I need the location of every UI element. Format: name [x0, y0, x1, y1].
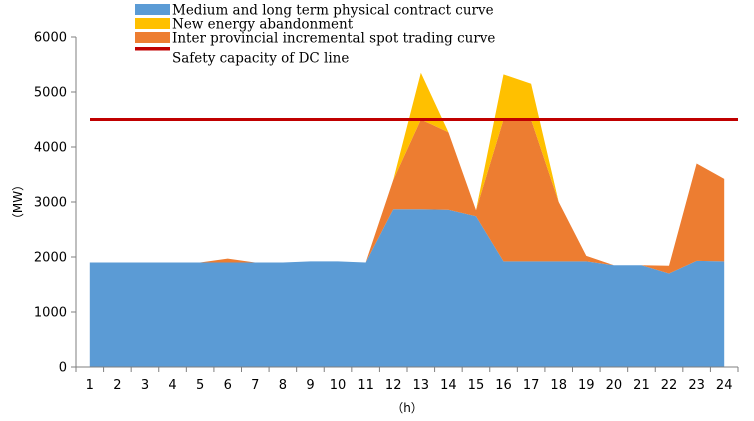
legend-label: Medium and long term physical contract c… — [172, 3, 494, 19]
x-tick-label: 9 — [306, 378, 314, 393]
area-series-group — [89, 72, 725, 367]
x-tick-label: 11 — [357, 378, 374, 393]
y-axis-title: （MW） — [11, 179, 25, 225]
x-tick-label: 5 — [196, 378, 204, 393]
legend-swatch — [135, 32, 170, 43]
x-tick-label: 21 — [633, 378, 650, 393]
x-tick-label: 14 — [440, 378, 457, 393]
x-tick-label: 16 — [495, 378, 512, 393]
x-tick-label: 24 — [716, 378, 733, 393]
x-tick-label: 4 — [168, 378, 176, 393]
x-tick-label: 2 — [113, 378, 121, 393]
legend-label: Inter provincial incremental spot tradin… — [172, 31, 495, 47]
area-series-2 — [89, 119, 725, 274]
legend-swatch-line — [135, 47, 170, 51]
x-tick-label: 7 — [251, 378, 259, 393]
x-tick-label: 10 — [330, 378, 347, 393]
x-tick-label: 6 — [224, 378, 232, 393]
x-tick-label: 22 — [661, 378, 678, 393]
x-axis-title: （h） — [391, 401, 423, 415]
x-tick-label: 15 — [468, 378, 485, 393]
y-tick-label: 2000 — [34, 251, 67, 266]
x-tick-label: 20 — [606, 378, 623, 393]
x-tick-label: 13 — [413, 378, 430, 393]
y-tick-label: 4000 — [34, 141, 67, 156]
y-tick-label: 0 — [59, 361, 67, 376]
legend-swatch — [135, 4, 170, 15]
x-tick-label: 17 — [523, 378, 540, 393]
x-tick-label: 19 — [578, 378, 595, 393]
x-tick-label: 23 — [688, 378, 705, 393]
legend: Medium and long term physical contract c… — [135, 3, 495, 67]
x-tick-label: 1 — [86, 378, 94, 393]
y-tick-label: 5000 — [34, 86, 67, 101]
x-tick-label: 8 — [279, 378, 287, 393]
legend-label: Safety capacity of DC line — [172, 51, 349, 67]
y-tick-label: 1000 — [34, 306, 67, 321]
y-tick-label: 6000 — [34, 31, 67, 46]
area-series-1 — [89, 209, 725, 367]
x-tick-label: 3 — [141, 378, 149, 393]
legend-label: New energy abandonment — [172, 17, 354, 33]
legend-swatch — [135, 18, 170, 29]
x-tick-label: 18 — [550, 378, 567, 393]
x-tick-label: 12 — [385, 378, 402, 393]
y-tick-label: 3000 — [34, 196, 67, 211]
